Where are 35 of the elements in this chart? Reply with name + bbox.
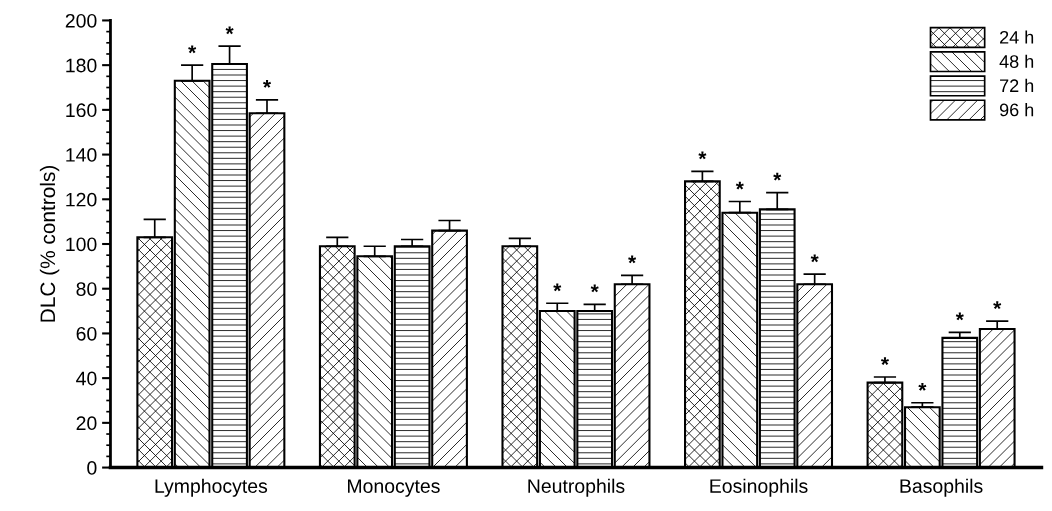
x-tick-label: Monocytes [348, 479, 440, 497]
y-tick-label: 160 [66, 103, 97, 118]
data-label: * [918, 382, 927, 391]
data-label: * [263, 80, 272, 88]
legend-label: 48 h [999, 54, 1034, 68]
y-tick-label: 180 [66, 58, 97, 73]
data-label: * [880, 357, 889, 365]
x-tick-label: Neutrophils [528, 478, 625, 497]
y-tick-label: 0 [87, 461, 97, 475]
y-axis-title: DLC (% controls) [39, 165, 60, 322]
y-tick-label: 60 [76, 326, 97, 341]
y-tick-label: 140 [66, 148, 97, 162]
data-label: * [735, 181, 744, 190]
y-tick-label: 40 [76, 371, 97, 386]
data-label: * [628, 255, 637, 264]
data-label: * [225, 26, 234, 35]
data-label: * [810, 254, 819, 263]
y-tick-label: 80 [76, 282, 97, 296]
data-label: * [188, 45, 197, 54]
data-label: * [955, 312, 964, 321]
legend-label: 96 h [999, 103, 1034, 117]
y-tick-label: 200 [65, 13, 97, 28]
x-tick-label: Basophils [900, 478, 983, 497]
y-tick-label: 20 [76, 416, 97, 431]
x-tick-label: Eosinophils [710, 478, 808, 497]
data-label: * [590, 284, 599, 293]
legend-label: 72 h [1000, 78, 1034, 92]
legend-label: 24 h [1000, 30, 1034, 44]
data-label: * [698, 151, 707, 160]
data-label: * [553, 283, 562, 292]
data-label: * [773, 172, 782, 181]
data-label: * [993, 301, 1002, 310]
y-tick-label: 100 [66, 237, 97, 252]
x-tick-label: Lymphocytes [155, 478, 268, 497]
y-tick-label: 120 [66, 192, 97, 207]
